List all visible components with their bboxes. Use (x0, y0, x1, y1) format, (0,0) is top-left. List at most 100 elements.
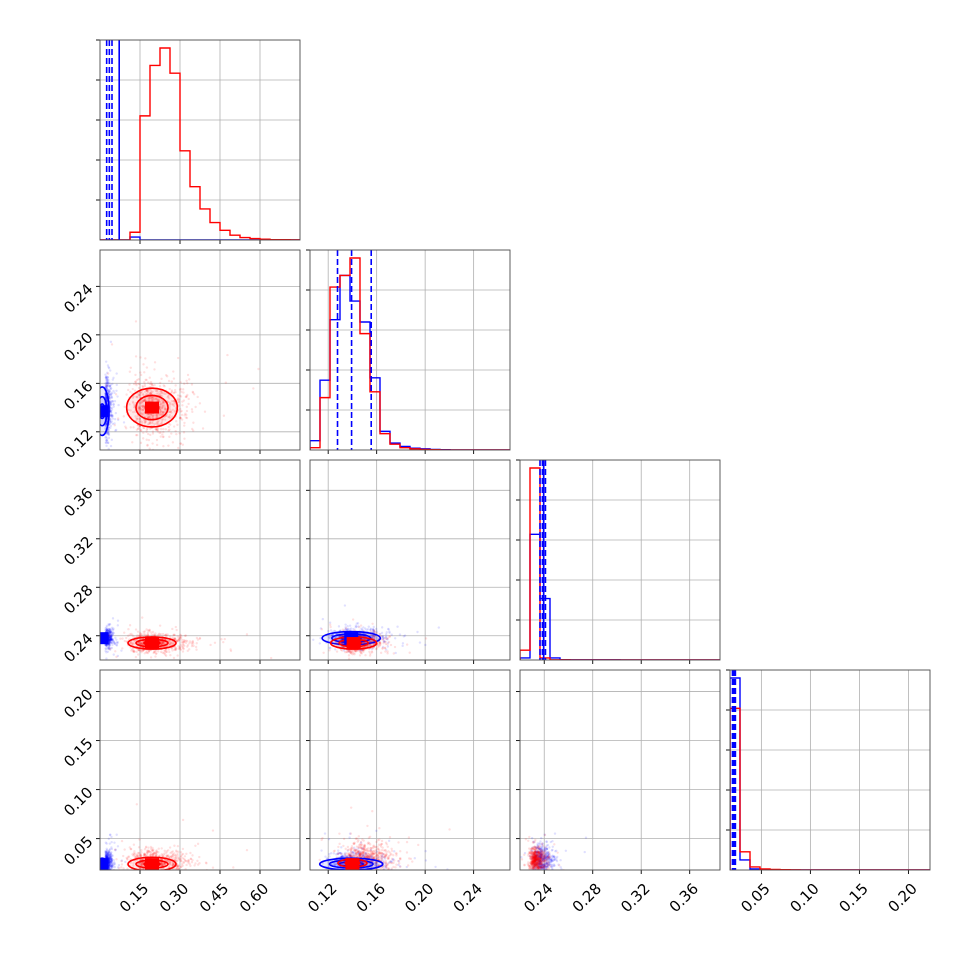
scatter-point (105, 854, 108, 857)
scatter-point (174, 390, 177, 394)
scatter-point (130, 640, 133, 644)
scatter-point (109, 855, 112, 859)
scatter-point (177, 639, 180, 643)
scatter-point (169, 409, 173, 413)
scatter-point (108, 641, 111, 644)
scatter-point (109, 641, 112, 645)
scatter-point (131, 396, 135, 399)
scatter-point (363, 627, 367, 630)
scatter-point (109, 647, 112, 651)
scatter-point (140, 649, 143, 652)
scatter-point (146, 390, 150, 394)
scatter-point (183, 855, 187, 858)
scatter-point (143, 652, 146, 655)
scatter-point (177, 867, 180, 870)
scatter-point (181, 847, 185, 851)
scatter-point (146, 389, 149, 393)
scatter-point (108, 637, 111, 641)
scatter-point (148, 629, 151, 633)
scatter-point (104, 424, 107, 427)
scatter-point (109, 421, 112, 424)
scatter-point (111, 643, 114, 647)
scatter-point (424, 637, 428, 640)
scatter-point (137, 393, 140, 396)
scatter-point (355, 622, 359, 625)
scatter-point (110, 631, 113, 634)
scatter-point (151, 630, 155, 634)
scatter-point (106, 629, 109, 632)
scatter-point (107, 855, 110, 859)
scatter-point (154, 397, 158, 401)
scatter-point (179, 387, 182, 391)
scatter-point (157, 851, 160, 854)
scatter-point (177, 850, 180, 854)
scatter-point (185, 860, 188, 863)
scatter-point (319, 627, 323, 630)
scatter-point (104, 376, 108, 379)
scatter-point (105, 651, 108, 654)
scatter-point (108, 634, 111, 637)
scatter-point (418, 641, 422, 644)
scatter-point (105, 397, 108, 400)
scatter-point (141, 437, 145, 440)
scatter-point (108, 636, 111, 640)
scatter-point (138, 394, 141, 397)
scatter-point (112, 865, 115, 868)
scatter-point (175, 849, 178, 852)
scatter-point (109, 386, 112, 389)
scatter-point (110, 406, 114, 410)
scatter-point (147, 388, 150, 392)
scatter-point (109, 414, 112, 417)
scatter-point (114, 848, 117, 851)
scatter-point (108, 863, 111, 866)
scatter-point (175, 858, 178, 862)
scatter-point (130, 883, 132, 885)
scatter-point (109, 630, 113, 633)
scatter-point (329, 637, 332, 640)
scatter-point (115, 643, 118, 647)
scatter-point (134, 854, 137, 857)
scatter-point (151, 852, 155, 856)
scatter-point (252, 387, 255, 390)
scatter-point (148, 629, 151, 632)
scatter-point (163, 406, 167, 409)
scatter-point (134, 852, 137, 855)
scatter-point (141, 408, 144, 412)
scatter-point (172, 400, 175, 403)
scatter-point (109, 637, 112, 641)
scatter-point (108, 861, 111, 864)
scatter-point (166, 874, 168, 876)
scatter-point (155, 415, 159, 418)
scatter-point (175, 432, 178, 436)
scatter-point (159, 435, 162, 438)
scatter-b (113, 803, 249, 885)
scatter-point (182, 640, 186, 644)
scatter-point (128, 624, 132, 627)
scatter-point (109, 444, 113, 448)
scatter-point (373, 634, 376, 638)
scatter-point (169, 851, 172, 855)
scatter-point (111, 858, 114, 861)
scatter-point (182, 872, 184, 874)
scatter-point (182, 641, 185, 644)
scatter-point (354, 661, 356, 663)
scatter-point (179, 634, 182, 637)
scatter-point (229, 649, 233, 653)
scatter-point (176, 397, 180, 400)
scatter-point (134, 373, 137, 377)
scatter-point (171, 863, 175, 867)
scatter-point (148, 413, 151, 417)
scatter-point (108, 643, 111, 646)
scatter-point (178, 635, 181, 639)
scatter-point (105, 855, 109, 858)
scatter-point (201, 427, 205, 430)
scatter-point (193, 864, 196, 867)
scatter-point (111, 639, 114, 642)
scatter-point (168, 635, 172, 638)
scatter-point (139, 428, 142, 431)
scatter-point (142, 406, 145, 409)
scatter-point (162, 871, 164, 873)
scatter-point (379, 651, 383, 655)
scatter-point (135, 396, 139, 399)
scatter-point (195, 642, 198, 645)
